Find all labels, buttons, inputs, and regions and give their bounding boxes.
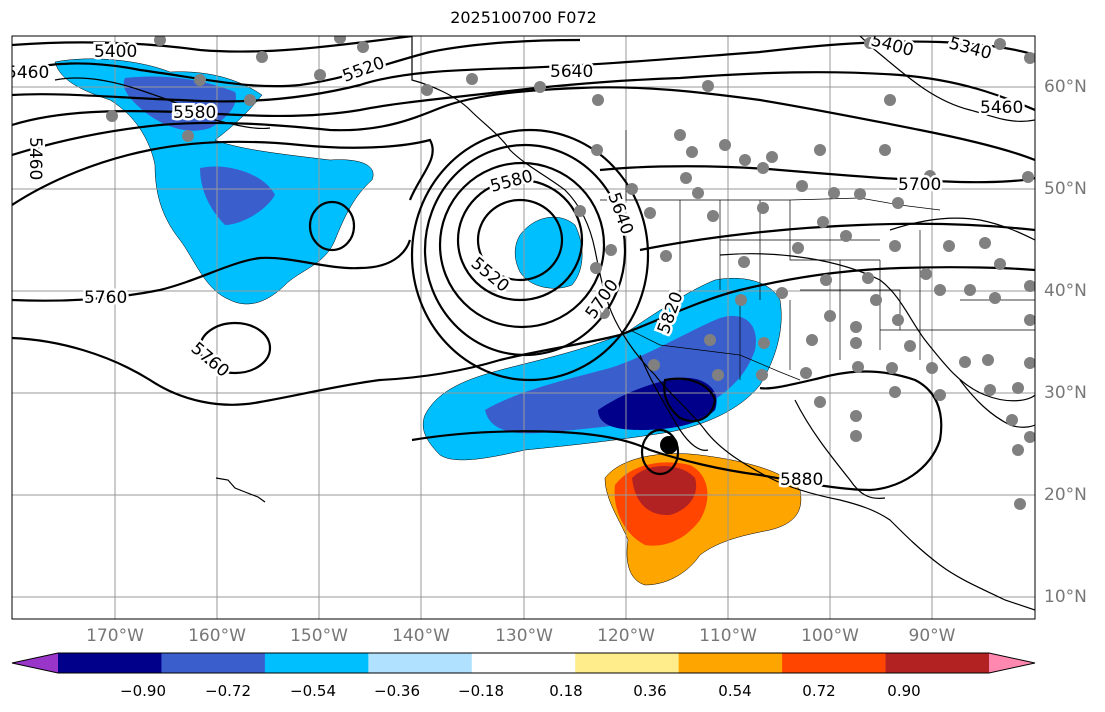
- contour-label: 5640: [603, 190, 637, 237]
- lat-label: 30°N: [1044, 383, 1087, 403]
- negative-anomaly-core-mid: [200, 166, 275, 225]
- lon-label: 90°W: [908, 626, 956, 646]
- contour-low-ring-3: [438, 161, 606, 329]
- contour-label: 5460: [25, 137, 45, 180]
- contour-5700-upper: [12, 138, 434, 206]
- anomaly-fill-layer: [54, 58, 802, 586]
- map-title: 2025100700 F072: [450, 8, 597, 27]
- lon-label: 130°W: [495, 626, 553, 646]
- lon-label: 120°W: [597, 626, 655, 646]
- contour-5460-west: [12, 38, 581, 88]
- contour-label: 5760: [187, 339, 233, 382]
- positive-anomaly-core: [632, 466, 697, 516]
- lat-label: 40°N: [1044, 281, 1087, 301]
- contour-label: 5400: [869, 31, 916, 62]
- colorbar-tick-label: 0.90: [887, 682, 921, 700]
- contour-5820: [12, 266, 1035, 406]
- negative-anomaly-cutoff-low: [514, 216, 583, 289]
- lat-label: 20°N: [1044, 485, 1087, 505]
- lat-label: 10°N: [1044, 587, 1087, 607]
- lat-label: 60°N: [1044, 77, 1087, 97]
- contour-5760: [12, 239, 412, 302]
- contour-5580-west: [12, 71, 1035, 127]
- contour-label: 5340: [947, 34, 994, 65]
- contour-small-loop-5760: [198, 321, 272, 375]
- contour-5640-upper: [12, 86, 1035, 162]
- contour-5400-north: [12, 36, 413, 53]
- contour-label: 5460: [980, 98, 1023, 118]
- contour-label: 5400: [94, 42, 137, 62]
- colorbar-tick-label: −0.54: [290, 682, 336, 700]
- map-frame: [11, 35, 1036, 620]
- colorbar-tick-label: −0.36: [374, 682, 420, 700]
- colorbar-tick-label: 0.36: [633, 682, 667, 700]
- lat-label: 50°N: [1044, 179, 1087, 199]
- contour-5700-east: [599, 165, 1035, 184]
- lon-label: 140°W: [392, 626, 450, 646]
- contour-label: 5640: [550, 62, 593, 82]
- contour-label: 5520: [340, 53, 387, 87]
- colorbar-tick-label: −0.18: [458, 682, 504, 700]
- contour-small-loop-pacific: [308, 200, 356, 252]
- contour-low-ring-4: [423, 143, 627, 357]
- contour-5520: [12, 40, 1035, 103]
- contour-small-loop-baja: [640, 428, 680, 476]
- contour-label: 5700: [582, 276, 623, 323]
- station-markers: [106, 36, 1035, 510]
- contour-label: 5700: [898, 175, 941, 195]
- contour-label: 5760: [84, 288, 127, 308]
- lon-label: 100°W: [801, 626, 859, 646]
- colorbar-tick-label: −0.72: [205, 682, 251, 700]
- contour-5880: [411, 370, 943, 492]
- contour-label: 5580: [173, 103, 216, 123]
- colorbar-tick-label: 0.18: [549, 682, 583, 700]
- contour-low-ring-5: [410, 128, 650, 382]
- contour-label: 5580: [488, 166, 535, 197]
- lon-label: 160°W: [188, 626, 246, 646]
- contour-baja-loop: [663, 377, 717, 423]
- contour-low-ring-2: [456, 178, 584, 302]
- contour-label: 5520: [467, 254, 513, 297]
- contour-5760-east: [639, 222, 1035, 252]
- lon-label: 150°W: [290, 626, 348, 646]
- colorbar-tick-label: 0.72: [802, 682, 836, 700]
- negative-anomaly-band-core: [598, 377, 717, 430]
- colorbar-tick-label: 0.54: [718, 682, 752, 700]
- contour-label: 5880: [780, 470, 823, 490]
- storm-center-marker: [660, 436, 678, 454]
- colorbar-tick-label: −0.90: [120, 682, 166, 700]
- height-contours: [12, 36, 1035, 492]
- contour-label: 5460: [6, 63, 49, 83]
- lon-label: 110°W: [699, 626, 757, 646]
- lon-label: 170°W: [86, 626, 144, 646]
- contour-low-ring-1: [476, 198, 564, 282]
